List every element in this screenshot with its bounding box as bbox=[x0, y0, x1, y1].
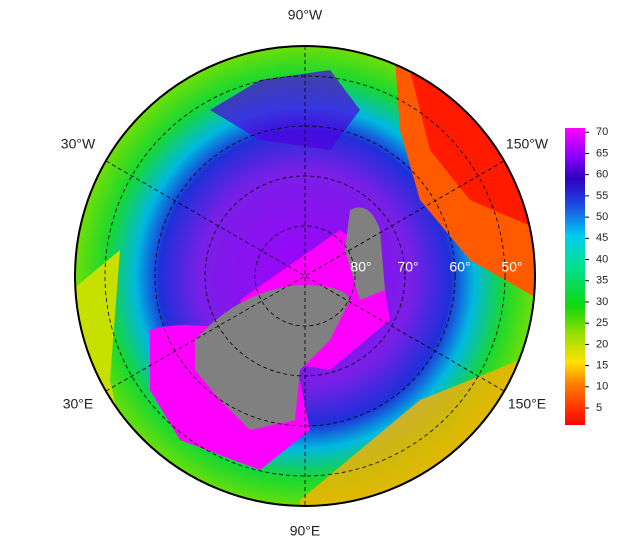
colorbar-tick-label: 45 bbox=[596, 232, 608, 244]
colorbar-tick-label: 60 bbox=[596, 169, 608, 181]
lat-label: 60° bbox=[449, 259, 470, 275]
lon-label: 90°W bbox=[288, 7, 323, 23]
colorbar-tick-label: 40 bbox=[596, 253, 608, 265]
colorbar-tick-label: 55 bbox=[596, 190, 608, 202]
colorbar-tick-label: 70 bbox=[596, 126, 608, 138]
colorbar-tick-label: 20 bbox=[596, 338, 608, 350]
map-field bbox=[75, 46, 535, 506]
colorbar-tick-label: 65 bbox=[596, 147, 608, 159]
graticule bbox=[104, 46, 506, 506]
lon-label: 150°W bbox=[506, 136, 549, 152]
colorbar-tick-label: 35 bbox=[596, 275, 608, 287]
lon-label: 150°E bbox=[508, 396, 546, 412]
colorbar-tick-label: 50 bbox=[596, 211, 608, 223]
lon-label: 90°E bbox=[290, 523, 321, 539]
colorbar-tick-label: 25 bbox=[596, 317, 608, 329]
lat-label: 70° bbox=[397, 259, 418, 275]
colorbar-tick-label: 30 bbox=[596, 296, 608, 308]
lon-label: 30°E bbox=[63, 396, 94, 412]
lat-label: 50° bbox=[501, 259, 522, 275]
map-border bbox=[74, 45, 536, 507]
colorbar-tick-label: 15 bbox=[596, 360, 608, 372]
colorbar bbox=[565, 128, 585, 425]
lon-label: 30°W bbox=[61, 136, 96, 152]
colorbar-tick-label: 5 bbox=[596, 402, 602, 414]
colorbar-tick-label: 10 bbox=[596, 381, 608, 393]
lat-label: 80° bbox=[350, 259, 371, 275]
